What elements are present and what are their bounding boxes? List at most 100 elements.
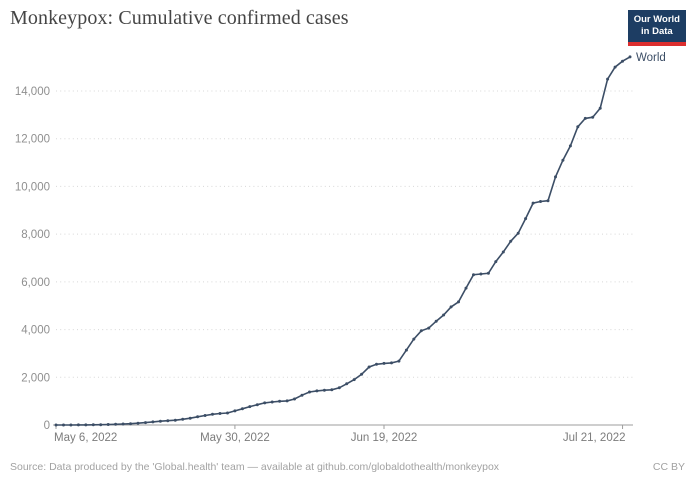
data-point-jun-1[interactable] — [248, 405, 252, 409]
data-point-may-7[interactable] — [62, 423, 65, 427]
data-point-jul-20[interactable] — [613, 65, 617, 69]
data-point-may-25[interactable] — [196, 415, 200, 419]
data-point-jun-4[interactable] — [270, 400, 274, 404]
data-point-may-31[interactable] — [240, 407, 244, 411]
data-point-jul-19[interactable] — [606, 77, 610, 81]
data-point-may-21[interactable] — [166, 419, 170, 423]
data-point-jun-11[interactable] — [322, 388, 326, 392]
data-point-may-29[interactable] — [226, 411, 229, 415]
data-point-jun-23[interactable] — [412, 337, 416, 341]
data-point-jun-24[interactable] — [419, 329, 423, 333]
data-point-jul-8[interactable] — [524, 217, 528, 221]
data-point-may-11[interactable] — [91, 423, 95, 427]
page-title: Monkeypox: Cumulative confirmed cases — [10, 7, 349, 29]
series-line-world[interactable] — [56, 56, 631, 426]
data-point-may-26[interactable] — [203, 414, 207, 417]
data-point-may-30[interactable] — [233, 409, 237, 413]
data-point-jun-27[interactable] — [442, 313, 446, 317]
data-point-may-8[interactable] — [69, 423, 73, 427]
x-tick-label-76: Jul 21, 2022 — [563, 432, 626, 444]
data-point-jun-6[interactable] — [285, 399, 289, 403]
data-point-jul-13[interactable] — [561, 158, 565, 162]
data-point-jul-16[interactable] — [583, 116, 587, 120]
data-point-may-16[interactable] — [129, 422, 132, 426]
data-point-jun-28[interactable] — [449, 305, 453, 309]
data-point-jun-5[interactable] — [278, 399, 282, 403]
data-point-may-24[interactable] — [188, 416, 192, 420]
data-point-jun-17[interactable] — [367, 365, 371, 369]
data-point-jun-2[interactable] — [255, 403, 259, 407]
data-point-jun-19[interactable] — [382, 361, 386, 365]
data-point-jun-20[interactable] — [390, 361, 393, 365]
data-point-jun-13[interactable] — [337, 386, 341, 390]
owid-logo: Our World in Data — [627, 10, 686, 46]
y-tick-label-10000: 10,000 — [15, 181, 50, 193]
data-point-may-6[interactable] — [54, 423, 58, 427]
data-point-jun-22[interactable] — [404, 348, 408, 352]
y-tick-label-4000: 4,000 — [21, 325, 50, 337]
data-point-may-23[interactable] — [181, 417, 185, 421]
data-point-may-18[interactable] — [144, 421, 147, 425]
data-point-jul-6[interactable] — [509, 239, 513, 243]
license-badge: CC BY — [652, 461, 685, 473]
data-point-jul-3[interactable] — [486, 271, 490, 275]
data-point-jun-8[interactable] — [300, 393, 304, 397]
data-point-jul-7[interactable] — [516, 231, 520, 235]
data-point-may-9[interactable] — [76, 423, 80, 427]
data-point-jul-12[interactable] — [554, 175, 557, 179]
data-point-may-22[interactable] — [173, 418, 177, 422]
data-point-may-17[interactable] — [136, 421, 140, 425]
data-point-jun-25[interactable] — [427, 326, 431, 330]
data-point-jul-14[interactable] — [568, 144, 572, 148]
source-note: Source: Data produced by the 'Global.hea… — [10, 461, 500, 473]
data-point-may-10[interactable] — [84, 423, 88, 427]
data-point-jul-2[interactable] — [479, 272, 483, 276]
data-point-jun-18[interactable] — [375, 362, 378, 366]
data-point-may-14[interactable] — [114, 422, 118, 426]
y-tick-label-2000: 2,000 — [21, 372, 50, 384]
y-tick-label-0: 0 — [44, 420, 50, 432]
data-point-may-20[interactable] — [158, 419, 162, 423]
data-point-jul-11[interactable] — [546, 199, 550, 203]
data-point-may-12[interactable] — [99, 423, 103, 427]
data-point-jun-14[interactable] — [345, 382, 349, 386]
y-tick-label-8000: 8,000 — [21, 229, 50, 241]
data-point-jul-18[interactable] — [598, 106, 602, 110]
data-point-jun-12[interactable] — [330, 388, 334, 392]
data-point-jun-30[interactable] — [464, 286, 468, 290]
data-point-jun-7[interactable] — [293, 397, 296, 401]
data-point-jun-9[interactable] — [308, 390, 311, 394]
data-point-jul-5[interactable] — [501, 250, 505, 254]
y-tick-label-14000: 14,000 — [15, 86, 50, 98]
data-point-jun-3[interactable] — [263, 401, 267, 405]
footer: Source: Data produced by the 'Global.hea… — [10, 461, 685, 473]
data-point-jun-26[interactable] — [434, 319, 438, 323]
data-point-jul-22[interactable] — [628, 55, 632, 59]
chart-canvas[interactable]: 0 2,000 4,000 6,000 8,000 10,000 12,000 14,000 M… — [0, 0, 695, 456]
data-point-may-28[interactable] — [218, 412, 222, 415]
data-point-jul-21[interactable] — [621, 59, 624, 63]
series-world[interactable] — [54, 55, 632, 427]
y-tick-label-6000: 6,000 — [21, 277, 50, 289]
data-point-jun-10[interactable] — [315, 389, 319, 393]
data-point-jul-9[interactable] — [531, 201, 535, 205]
data-point-jul-17[interactable] — [591, 115, 595, 119]
data-point-jul-15[interactable] — [576, 125, 580, 129]
data-point-may-19[interactable] — [151, 420, 155, 424]
data-point-jun-21[interactable] — [397, 359, 401, 363]
data-point-may-15[interactable] — [121, 422, 125, 426]
data-point-jul-10[interactable] — [539, 200, 542, 203]
data-point-may-13[interactable] — [106, 423, 110, 426]
data-point-jun-16[interactable] — [360, 372, 364, 376]
y-tick-label-12000: 12,000 — [15, 134, 50, 146]
x-tick-label-44: Jun 19, 2022 — [351, 432, 418, 444]
data-point-jul-1[interactable] — [472, 273, 475, 277]
owid-logo-line1: Our World — [633, 14, 680, 25]
data-point-jul-4[interactable] — [494, 260, 498, 264]
data-point-jun-29[interactable] — [457, 300, 460, 304]
data-point-jun-15[interactable] — [352, 378, 356, 382]
owid-logo-line2: in Data — [641, 26, 673, 38]
series-label-world[interactable]: World — [636, 52, 666, 64]
data-point-may-27[interactable] — [211, 412, 214, 416]
